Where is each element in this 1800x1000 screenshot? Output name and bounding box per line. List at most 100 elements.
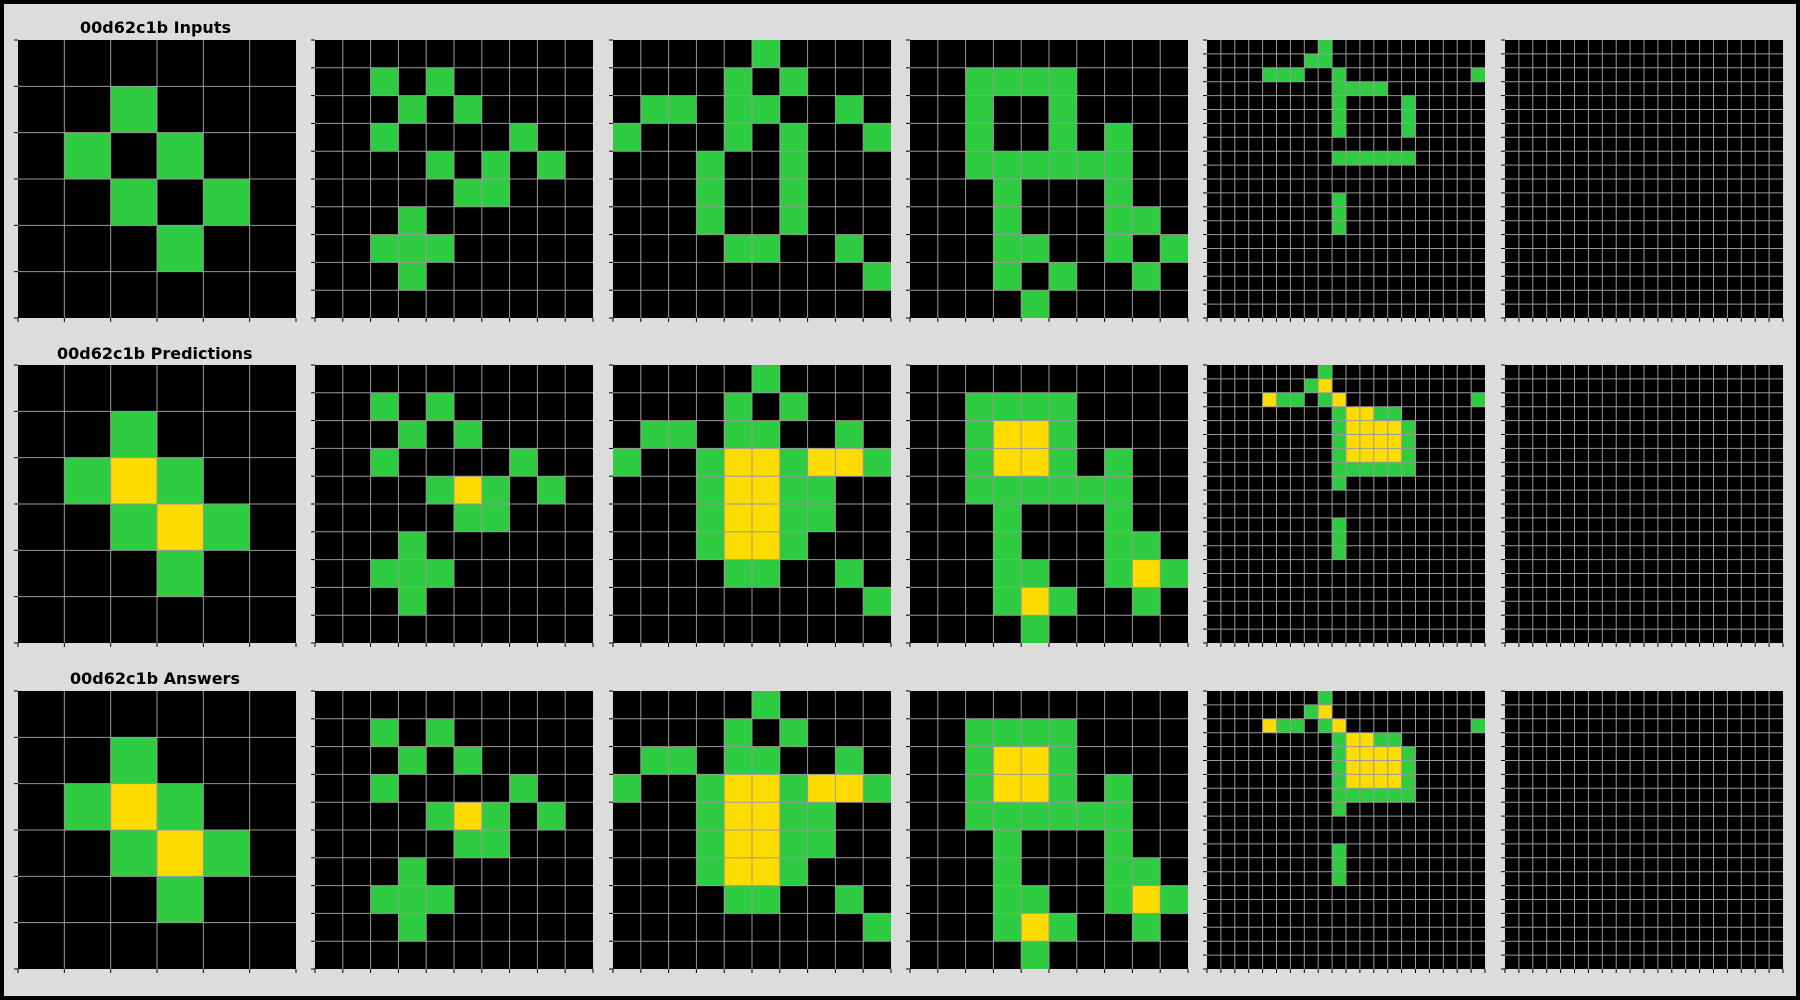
grid-cell bbox=[1346, 81, 1360, 96]
grid-cell bbox=[1132, 913, 1161, 942]
grid-cell bbox=[1332, 206, 1346, 221]
grid-cell bbox=[779, 206, 808, 235]
grid-cell bbox=[1290, 392, 1305, 407]
grid-cell bbox=[835, 234, 864, 263]
grid-cell bbox=[640, 95, 669, 124]
grid-inputs-1 bbox=[14, 39, 298, 322]
grid-cell bbox=[1104, 885, 1133, 914]
grid-cell bbox=[1359, 151, 1374, 166]
grid-cell bbox=[1359, 732, 1374, 747]
grid-cell bbox=[1332, 67, 1346, 82]
grid-cell bbox=[110, 504, 157, 551]
grid-cell bbox=[157, 225, 204, 272]
grid-cell bbox=[779, 802, 808, 830]
grid-cell bbox=[454, 830, 482, 858]
grid-cell bbox=[752, 476, 780, 504]
grid-cell bbox=[398, 95, 427, 124]
grid-inputs-2 bbox=[311, 39, 595, 322]
grid-cell bbox=[724, 830, 752, 858]
grid-cell bbox=[696, 448, 725, 477]
grid-cell bbox=[965, 718, 994, 747]
grid-cell bbox=[1318, 392, 1333, 407]
grid-cell bbox=[779, 531, 808, 560]
grid-cell bbox=[1332, 531, 1346, 546]
grid-cell bbox=[1049, 774, 1077, 803]
grid-cell bbox=[1332, 420, 1346, 435]
grid-cell bbox=[835, 559, 864, 588]
grid-cell bbox=[1387, 434, 1402, 449]
grid-cell bbox=[752, 420, 780, 449]
grid-cell bbox=[1332, 95, 1346, 110]
grid-cell bbox=[724, 802, 752, 830]
grid-cell bbox=[807, 476, 836, 504]
grid-cell bbox=[157, 550, 204, 597]
grid-cell bbox=[696, 531, 725, 560]
grid-cell bbox=[509, 123, 538, 152]
grid-cell bbox=[1346, 732, 1360, 747]
grid-cell bbox=[426, 802, 454, 830]
grid-cell bbox=[1346, 448, 1360, 463]
grid-cell bbox=[1471, 67, 1485, 82]
grid-answers-1 bbox=[14, 690, 298, 973]
grid-cell bbox=[1132, 885, 1161, 914]
grid-cell bbox=[398, 234, 427, 263]
grid-cell bbox=[1359, 434, 1374, 449]
grid-cell bbox=[1160, 559, 1188, 588]
grid-cell bbox=[1332, 732, 1346, 747]
grid-cell bbox=[1387, 760, 1402, 775]
grid-cell bbox=[1104, 123, 1133, 152]
grid-cell bbox=[1401, 95, 1416, 110]
grid-cell bbox=[1346, 406, 1360, 421]
grid-cell bbox=[1373, 732, 1388, 747]
grid-cell bbox=[1332, 392, 1346, 407]
grid-cell bbox=[157, 504, 204, 551]
grid-cell bbox=[1076, 802, 1105, 830]
grid-cell bbox=[398, 913, 427, 942]
grid-cell bbox=[157, 783, 204, 830]
grid-cell bbox=[426, 234, 454, 263]
grid-cell bbox=[807, 504, 836, 532]
grid-cell bbox=[157, 132, 204, 179]
grid-cell bbox=[1373, 81, 1388, 96]
grid-cell bbox=[1332, 517, 1346, 532]
grid-cell bbox=[1332, 545, 1346, 560]
grid-cell bbox=[1332, 774, 1346, 789]
grid-cell bbox=[724, 420, 752, 449]
grid-cell bbox=[1318, 365, 1333, 379]
grid-cell bbox=[993, 746, 1022, 775]
grid-cell bbox=[1318, 718, 1333, 733]
grid-cell bbox=[696, 774, 725, 803]
grid-cell bbox=[1359, 420, 1374, 435]
grid-cell bbox=[752, 746, 780, 775]
grid-cell bbox=[863, 123, 891, 152]
grid-cell bbox=[835, 448, 864, 477]
grid-cell bbox=[1373, 788, 1388, 803]
grid-cell bbox=[863, 774, 891, 803]
grid-cell bbox=[426, 718, 454, 747]
grid-cell bbox=[110, 179, 157, 226]
grid-cell bbox=[537, 151, 566, 179]
grid-cell bbox=[993, 857, 1022, 886]
grid-cell bbox=[724, 67, 752, 96]
grid-cell bbox=[993, 885, 1022, 914]
grid-cell bbox=[752, 95, 780, 124]
grid-cell bbox=[993, 476, 1022, 504]
grid-cell bbox=[203, 830, 250, 877]
grid-cell bbox=[1104, 179, 1133, 207]
grid-cell bbox=[481, 802, 510, 830]
grid-cell bbox=[724, 448, 752, 477]
grid-cell bbox=[1021, 718, 1049, 747]
grid-cell bbox=[1104, 774, 1133, 803]
row-title-predictions: 00d62c1b Predictions bbox=[57, 344, 253, 363]
grid-cell bbox=[426, 151, 454, 179]
grid-cell bbox=[1076, 476, 1105, 504]
grid-cell bbox=[398, 559, 427, 588]
grid-cell bbox=[1387, 746, 1402, 761]
grid-cell bbox=[1276, 392, 1291, 407]
grid-cell bbox=[454, 420, 482, 449]
grid-cell bbox=[1049, 262, 1077, 291]
grid-cell bbox=[696, 206, 725, 235]
grid-cell bbox=[1021, 559, 1049, 588]
grid-cell bbox=[696, 802, 725, 830]
grid-cell bbox=[1304, 378, 1319, 393]
